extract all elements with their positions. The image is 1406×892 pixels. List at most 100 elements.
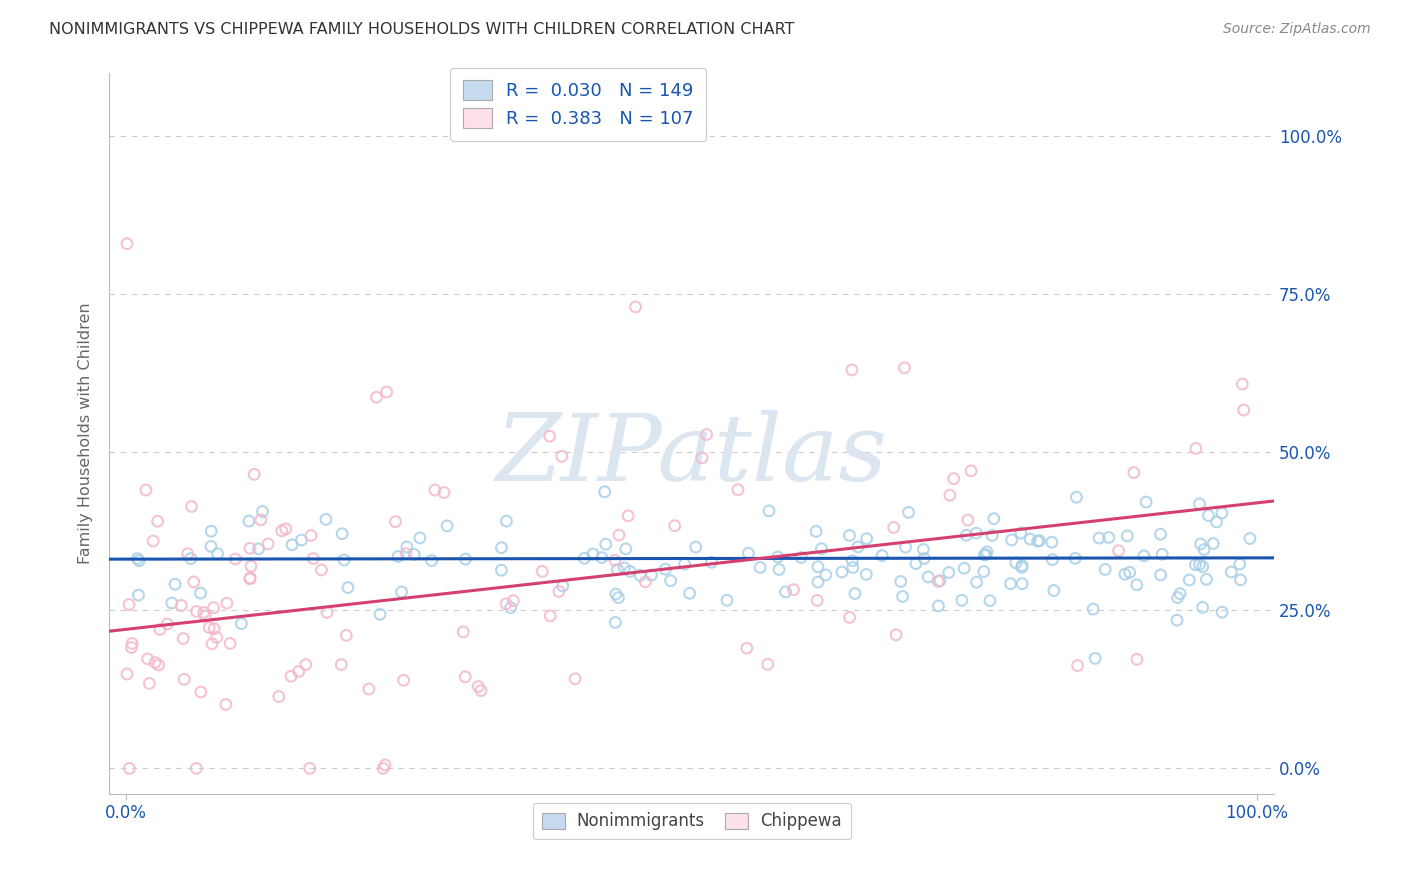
Point	[128, 554, 150, 568]
Point	[531, 565, 554, 579]
Point	[939, 488, 962, 502]
Point	[593, 484, 616, 499]
Point	[634, 574, 657, 589]
Point	[495, 514, 517, 528]
Point	[453, 624, 475, 639]
Point	[1042, 552, 1064, 566]
Point	[186, 604, 208, 618]
Point	[814, 568, 837, 582]
Point	[238, 514, 260, 528]
Point	[927, 574, 949, 589]
Point	[143, 656, 166, 670]
Point	[433, 485, 456, 500]
Point	[1198, 508, 1220, 523]
Point	[294, 657, 316, 672]
Point	[917, 570, 939, 584]
Point	[1189, 537, 1212, 551]
Legend: Nonimmigrants, Chippewa: Nonimmigrants, Chippewa	[533, 803, 851, 839]
Point	[240, 559, 263, 574]
Point	[960, 464, 983, 478]
Point	[1167, 591, 1189, 605]
Point	[1168, 587, 1191, 601]
Point	[384, 515, 406, 529]
Point	[664, 518, 686, 533]
Point	[142, 533, 165, 548]
Point	[1122, 466, 1144, 480]
Point	[1081, 602, 1104, 616]
Point	[640, 568, 662, 582]
Point	[841, 554, 863, 568]
Point	[983, 511, 1005, 525]
Point	[617, 508, 640, 523]
Point	[1149, 527, 1171, 541]
Point	[420, 553, 443, 567]
Point	[904, 557, 927, 571]
Point	[768, 562, 790, 576]
Point	[1019, 532, 1042, 546]
Point	[1195, 572, 1218, 586]
Point	[190, 685, 212, 699]
Point	[177, 547, 200, 561]
Point	[678, 586, 700, 600]
Point	[315, 512, 337, 526]
Point	[1229, 573, 1251, 587]
Point	[1088, 531, 1111, 545]
Point	[782, 582, 804, 597]
Point	[180, 551, 202, 566]
Point	[690, 450, 713, 465]
Point	[118, 761, 141, 775]
Point	[330, 657, 353, 672]
Point	[205, 631, 228, 645]
Point	[1211, 605, 1233, 619]
Point	[685, 540, 707, 554]
Point	[1166, 613, 1188, 627]
Point	[115, 236, 138, 251]
Point	[391, 585, 413, 599]
Point	[231, 616, 253, 631]
Point	[247, 541, 270, 556]
Point	[607, 528, 630, 542]
Point	[121, 636, 143, 650]
Point	[890, 574, 912, 589]
Point	[409, 531, 432, 545]
Point	[807, 559, 830, 574]
Point	[368, 607, 391, 622]
Point	[574, 551, 596, 566]
Point	[219, 636, 242, 650]
Point	[121, 640, 143, 655]
Point	[1028, 533, 1050, 548]
Point	[727, 483, 749, 497]
Point	[190, 586, 212, 600]
Point	[938, 566, 960, 580]
Point	[591, 550, 613, 565]
Point	[281, 538, 304, 552]
Point	[758, 504, 780, 518]
Point	[659, 574, 682, 588]
Point	[1000, 576, 1022, 591]
Point	[894, 540, 917, 554]
Point	[127, 551, 149, 566]
Point	[855, 567, 877, 582]
Point	[118, 598, 141, 612]
Point	[1133, 549, 1156, 563]
Point	[290, 533, 312, 547]
Point	[974, 548, 997, 562]
Point	[198, 621, 221, 635]
Point	[194, 609, 217, 624]
Point	[841, 363, 863, 377]
Point	[700, 555, 723, 569]
Point	[1010, 526, 1032, 541]
Point	[200, 524, 222, 538]
Point	[267, 690, 290, 704]
Point	[491, 563, 513, 577]
Point	[1191, 559, 1213, 574]
Point	[1118, 566, 1140, 580]
Point	[966, 575, 988, 590]
Point	[838, 528, 860, 542]
Point	[1192, 542, 1215, 557]
Point	[628, 568, 651, 582]
Point	[807, 575, 830, 590]
Point	[624, 300, 647, 314]
Point	[1011, 558, 1033, 573]
Point	[810, 541, 832, 556]
